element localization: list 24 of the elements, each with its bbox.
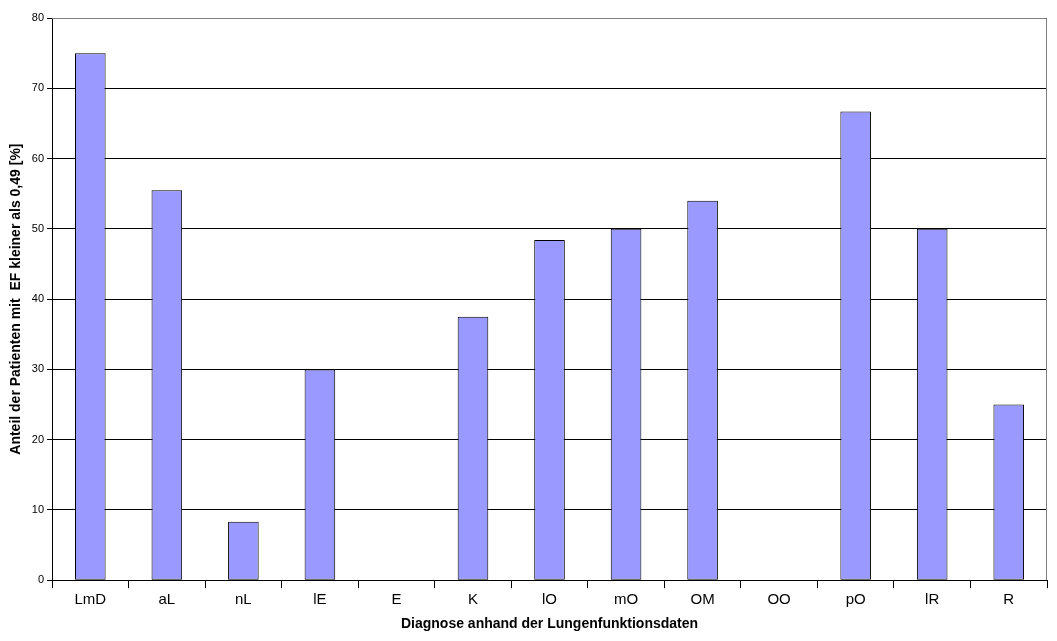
- y-tick-label: 0: [37, 573, 45, 586]
- x-tick-label: R: [1003, 590, 1015, 608]
- x-tick-label: OO: [767, 590, 791, 608]
- x-axis-title: Diagnose anhand der Lungenfunktionsdaten: [400, 615, 699, 632]
- x-tick-label: pO: [845, 590, 866, 608]
- x-tick-label: mO: [613, 590, 639, 608]
- x-tick-label: K: [467, 590, 478, 608]
- x-tick-label: lR: [925, 590, 940, 608]
- y-axis-title: Anteil der Patienten mit EF kleiner als 0,49 [%]: [7, 143, 24, 455]
- x-tick-label: E: [391, 590, 402, 608]
- x-tick-label: lE: [313, 590, 327, 608]
- y-tick-label: 10: [31, 502, 45, 515]
- y-tick-label: 70: [31, 81, 45, 94]
- y-tick-label: 60: [31, 151, 45, 164]
- x-tick-label: lO: [542, 590, 558, 608]
- x-tick-label: nL: [235, 590, 252, 608]
- x-tick-label: aL: [158, 590, 176, 608]
- y-tick-label: 50: [31, 221, 45, 234]
- y-tick-label: 30: [31, 362, 45, 375]
- y-tick-label: 80: [31, 11, 45, 24]
- x-tick-label: LmD: [74, 590, 107, 608]
- y-tick-label: 40: [31, 292, 45, 305]
- y-tick-label: 20: [31, 432, 45, 445]
- x-tick-label: OM: [690, 590, 715, 608]
